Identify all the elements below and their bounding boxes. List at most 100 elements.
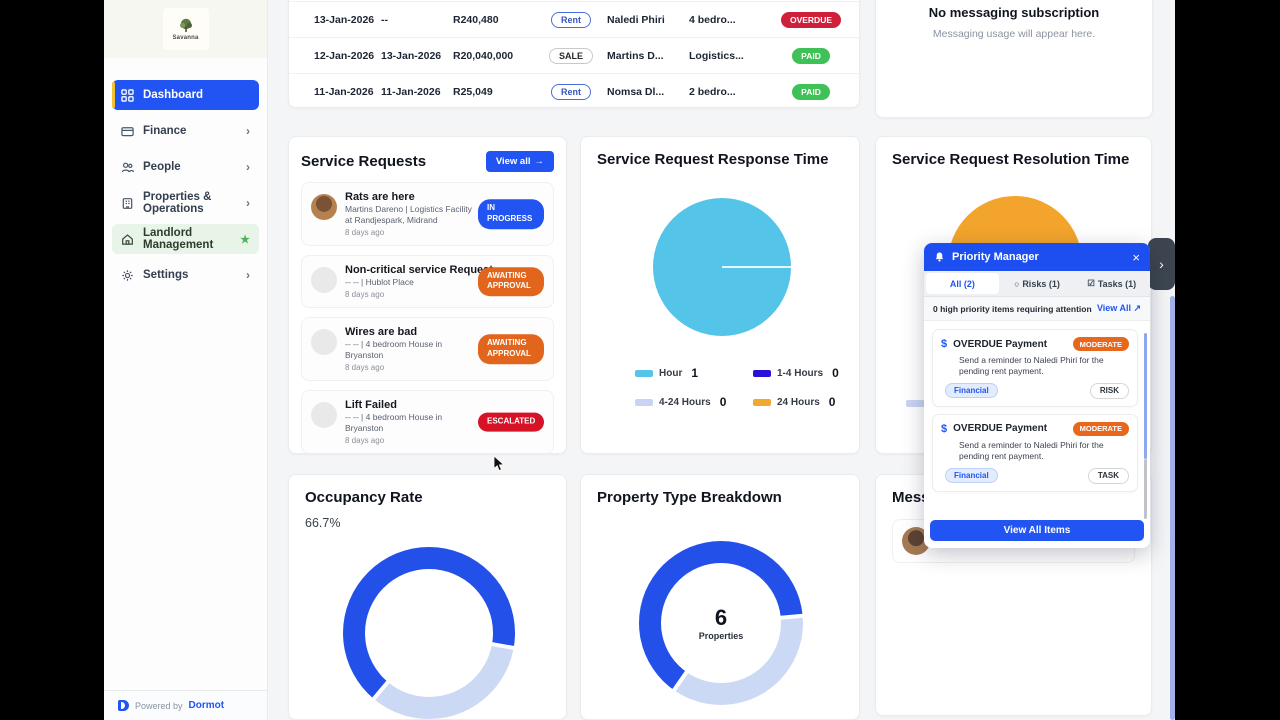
priority-items-list: $ OVERDUE Payment MODERATE Send a remind… (924, 321, 1150, 492)
legend-value: 1 (691, 366, 699, 380)
chevron-right-icon: › (246, 160, 250, 174)
legend-item: 4-24 Hours 0 (635, 395, 726, 409)
view-all-items-button[interactable]: View All Items (930, 520, 1144, 541)
property-cell: 4 bedro... (689, 13, 736, 26)
legend-label: Hour (659, 367, 683, 379)
credit-card-icon (121, 124, 135, 138)
legend-value: 0 (719, 395, 727, 409)
close-icon[interactable]: × (1132, 249, 1140, 265)
date-cell: 11-Jan-2026 (314, 85, 374, 98)
request-meta: -- -- | 4 bedroom House in Bryanston (345, 412, 443, 434)
popup-scrollbar-thumb[interactable] (1143, 459, 1147, 519)
sidebar-item-label: Dashboard (143, 89, 204, 101)
no-messaging-subtitle: Messaging usage will appear here. (932, 28, 1096, 40)
status-badge: AWAITING APPROVAL (478, 266, 544, 297)
panel-expand-button[interactable]: › (1148, 238, 1175, 290)
priority-manager-header[interactable]: Priority Manager × (924, 243, 1150, 271)
table-row[interactable]: 12-Jan-2026 13-Jan-2026 R20,040,000 SALE… (289, 37, 859, 73)
popup-scrollbar-thumb[interactable] (1143, 333, 1147, 459)
status-badge: AWAITING APPROVAL (478, 334, 544, 364)
amount-cell: R20,040,000 (453, 49, 514, 62)
task-check-icon: ☑ (1087, 278, 1095, 288)
view-all-button[interactable]: View all → (485, 151, 554, 172)
request-title: Non-critical service Request ... (345, 264, 506, 277)
sidebar-item-label: Landlord Management (143, 227, 214, 251)
request-time: 8 days ago (345, 363, 385, 373)
table-row[interactable]: 13-Jan-2026 -- R240,480 Rent Naledi Phir… (289, 1, 859, 37)
status-badge: IN PROGRESS (478, 199, 544, 229)
building-icon (121, 196, 135, 210)
priority-item-title: OVERDUE Payment (953, 423, 1048, 435)
legend-item: 24 Hours 0 (753, 395, 835, 409)
avatar (311, 402, 337, 429)
dollar-icon: $ (941, 338, 948, 350)
priority-item[interactable]: $ OVERDUE Payment MODERATE Send a remind… (932, 329, 1138, 407)
sidebar-item-properties-operations[interactable]: Properties & Operations › (112, 188, 259, 218)
service-requests-title: Service Requests (301, 153, 427, 170)
tab-tasks[interactable]: ☑ Tasks (1) (1075, 273, 1148, 294)
tab-label: Risks (1) (1022, 278, 1060, 289)
tab-label: All (2) (949, 278, 975, 289)
category-badge: Financial (945, 468, 998, 484)
table-row[interactable]: 11-Jan-2026 11-Jan-2026 R25,049 Rent Nom… (289, 73, 859, 107)
name-cell: Naledi Phiri (607, 13, 665, 26)
occupancy-rate-value: 66.7% (305, 516, 341, 530)
sidebar-footer: Powered by Dormot (104, 690, 267, 720)
sidebar-item-finance[interactable]: Finance › (112, 116, 259, 146)
status-badge: PAID (792, 83, 830, 100)
request-title: Rats are here (345, 191, 415, 203)
tab-all[interactable]: All (2) (926, 273, 999, 294)
request-time: 8 days ago (345, 290, 385, 300)
legend-swatch (906, 400, 929, 407)
severity-badge: MODERATE (1072, 337, 1129, 351)
legend-swatch (635, 398, 653, 406)
occupancy-rate-card: Occupancy Rate 66.7% (288, 474, 567, 720)
legend-label: 4-24 Hours (659, 396, 711, 408)
sidebar-item-landlord-management[interactable]: Landlord Management ★ (112, 224, 259, 254)
date-cell: -- (381, 13, 388, 26)
page-scrollbar[interactable] (1170, 296, 1175, 720)
legend-swatch (635, 369, 653, 377)
response-time-card: Service Request Response Time Hour 1 1-4… (580, 136, 860, 454)
request-meta: -- -- | 4 bedroom House in Bryanston (345, 339, 443, 361)
sidebar-item-settings[interactable]: Settings › (112, 260, 259, 290)
request-meta: Martins Dareno | Logistics Facility at R… (345, 204, 472, 226)
dormot-brand-link[interactable]: Dormot (188, 700, 225, 711)
service-request-item[interactable]: Non-critical service Request ... -- -- |… (301, 255, 554, 309)
service-request-item[interactable]: Wires are bad -- -- | 4 bedroom House in… (301, 317, 554, 382)
service-request-item[interactable]: Rats are here Martins Dareno | Logistics… (301, 182, 554, 247)
priority-summary-bar: 0 high priority items requiring attentio… (924, 297, 1150, 321)
priority-summary-text: 0 high priority items requiring attentio… (933, 303, 1092, 314)
arrow-right-icon: → (534, 156, 545, 167)
sidebar-nav: Dashboard Finance › People › (104, 80, 267, 290)
chevron-right-icon: › (246, 124, 250, 138)
service-request-item[interactable]: Lift Failed -- -- | 4 bedroom House in B… (301, 390, 554, 453)
priority-item-desc: Send a reminder to Naledi Phiri for the … (959, 439, 1104, 462)
legend-swatch (753, 369, 771, 377)
amount-cell: R240,480 (453, 13, 499, 26)
bell-icon (935, 252, 944, 262)
legend-label: 1-4 Hours (777, 367, 824, 379)
sidebar-item-dashboard[interactable]: Dashboard (112, 80, 259, 110)
risk-circle-icon: ○ (1014, 278, 1020, 289)
dormot-logo-icon (118, 700, 129, 711)
avatar (311, 267, 337, 294)
chevron-right-icon: › (246, 268, 250, 282)
priority-manager-tabs: All (2) ○ Risks (1) ☑ Tasks (1) (924, 271, 1150, 297)
app-window: Savanna Dashboard Finance (104, 0, 1175, 720)
service-requests-card: Service Requests View all → Rats are her… (288, 136, 567, 454)
tree-logo-icon (179, 18, 192, 32)
status-badge: ESCALATED (478, 412, 544, 432)
savanna-logo[interactable]: Savanna (162, 8, 209, 50)
priority-item-title: OVERDUE Payment (953, 338, 1048, 350)
kind-badge: RISK (1089, 382, 1129, 399)
powered-by-text: Powered by (135, 700, 183, 711)
chevron-right-icon: › (1159, 256, 1164, 272)
tab-risks[interactable]: ○ Risks (1) (1001, 273, 1074, 294)
type-badge: Rent (551, 11, 591, 28)
view-all-link[interactable]: View All ↗ (1096, 303, 1141, 313)
priority-item[interactable]: $ OVERDUE Payment MODERATE Send a remind… (932, 413, 1138, 492)
occupancy-title: Occupancy Rate (305, 489, 423, 506)
response-time-title: Service Request Response Time (597, 151, 829, 168)
sidebar-item-people[interactable]: People › (112, 152, 259, 182)
